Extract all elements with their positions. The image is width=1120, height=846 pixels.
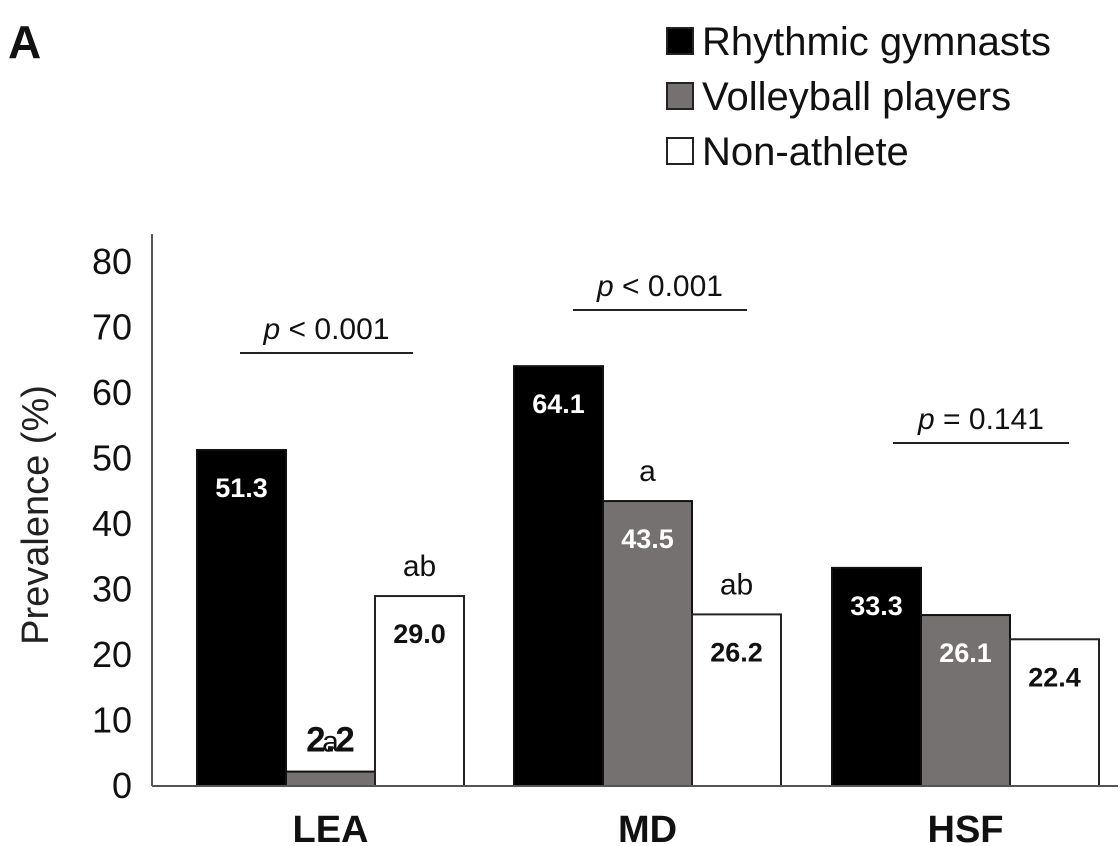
x-axis: LEA MD HSF [152, 785, 1118, 846]
p-value-text: p = 0.141 [917, 403, 1044, 436]
legend-label: Volleyball players [702, 75, 1011, 119]
legend-swatch [666, 137, 694, 165]
data-label-hsf-rhythmic-gymnasts: 33.3 [850, 591, 903, 621]
bar-md-volleyball-players [602, 500, 693, 787]
significance-letter: a [639, 455, 656, 488]
data-label-hsf-non-athlete: 22.4 [1028, 662, 1081, 692]
legend-label: Rhythmic gymnasts [702, 20, 1051, 64]
y-tick-label: 80 [92, 241, 132, 282]
y-axis: 0 10 20 30 40 50 60 70 80 [92, 234, 153, 806]
y-tick-label: 70 [92, 307, 132, 348]
legend-item-rhythmic-gymnasts: Rhythmic gymnasts [666, 20, 1051, 64]
significance-letter: ab [403, 550, 436, 583]
data-label-hsf-volleyball-players: 26.1 [939, 638, 992, 668]
x-tick-label-hsf: HSF [928, 809, 1004, 846]
y-tick-label: 40 [92, 503, 132, 544]
y-tick-label: 10 [92, 700, 132, 741]
data-label-lea-volleyball-players: 2.2 [306, 721, 355, 760]
y-tick-label: 60 [92, 372, 132, 413]
y-tick-label: 0 [112, 765, 132, 806]
x-tick-label-md: MD [618, 809, 677, 846]
legend-label: Non-athlete [702, 130, 909, 174]
bars: 51.3 2.2 29.0 64.1 43.5 26.2 33.3 26.1 22.4 [196, 365, 1100, 788]
significance-letter: a [322, 726, 339, 759]
legend-swatch [666, 27, 694, 55]
x-tick-label-lea: LEA [293, 809, 369, 846]
y-axis-title: Prevalence (%) [15, 385, 57, 645]
p-value-md: p < 0.001 [573, 270, 747, 311]
bar-hsf-volleyball-players [920, 614, 1011, 787]
bar-md-non-athlete [691, 613, 782, 788]
annotations: a ab a ab p < 0.001 p < 0.001 p = 0.141 [240, 270, 1069, 759]
y-tick-label: 50 [92, 438, 132, 479]
bar-hsf-rhythmic-gymnasts [831, 566, 922, 788]
data-label-md-volleyball-players: 43.5 [621, 524, 674, 554]
p-value-text: p < 0.001 [596, 270, 723, 303]
p-value-hsf: p = 0.141 [893, 403, 1069, 444]
y-tick-label: 20 [92, 634, 132, 675]
bar-md-rhythmic-gymnasts [513, 365, 604, 787]
bar-lea-non-athlete [374, 595, 465, 787]
p-value-text: p < 0.001 [263, 313, 390, 346]
legend-item-volleyball-players: Volleyball players [666, 75, 1011, 119]
data-label-md-rhythmic-gymnasts: 64.1 [532, 389, 585, 419]
bar-lea-volleyball-players [285, 770, 376, 788]
significance-letter: ab [720, 568, 753, 601]
legend-swatch [666, 82, 694, 110]
data-label-md-non-athlete: 26.2 [710, 637, 763, 667]
data-label-lea-non-athlete: 29.0 [393, 619, 446, 649]
panel-label: A [8, 16, 41, 68]
legend: Rhythmic gymnasts Volleyball players Non-a… [666, 20, 1051, 174]
data-label-lea-rhythmic-gymnasts: 51.3 [215, 473, 268, 503]
p-value-lea: p < 0.001 [240, 313, 413, 354]
bar-hsf-non-athlete [1009, 638, 1100, 788]
y-tick-label: 30 [92, 569, 132, 610]
legend-item-non-athlete: Non-athlete [666, 130, 909, 174]
